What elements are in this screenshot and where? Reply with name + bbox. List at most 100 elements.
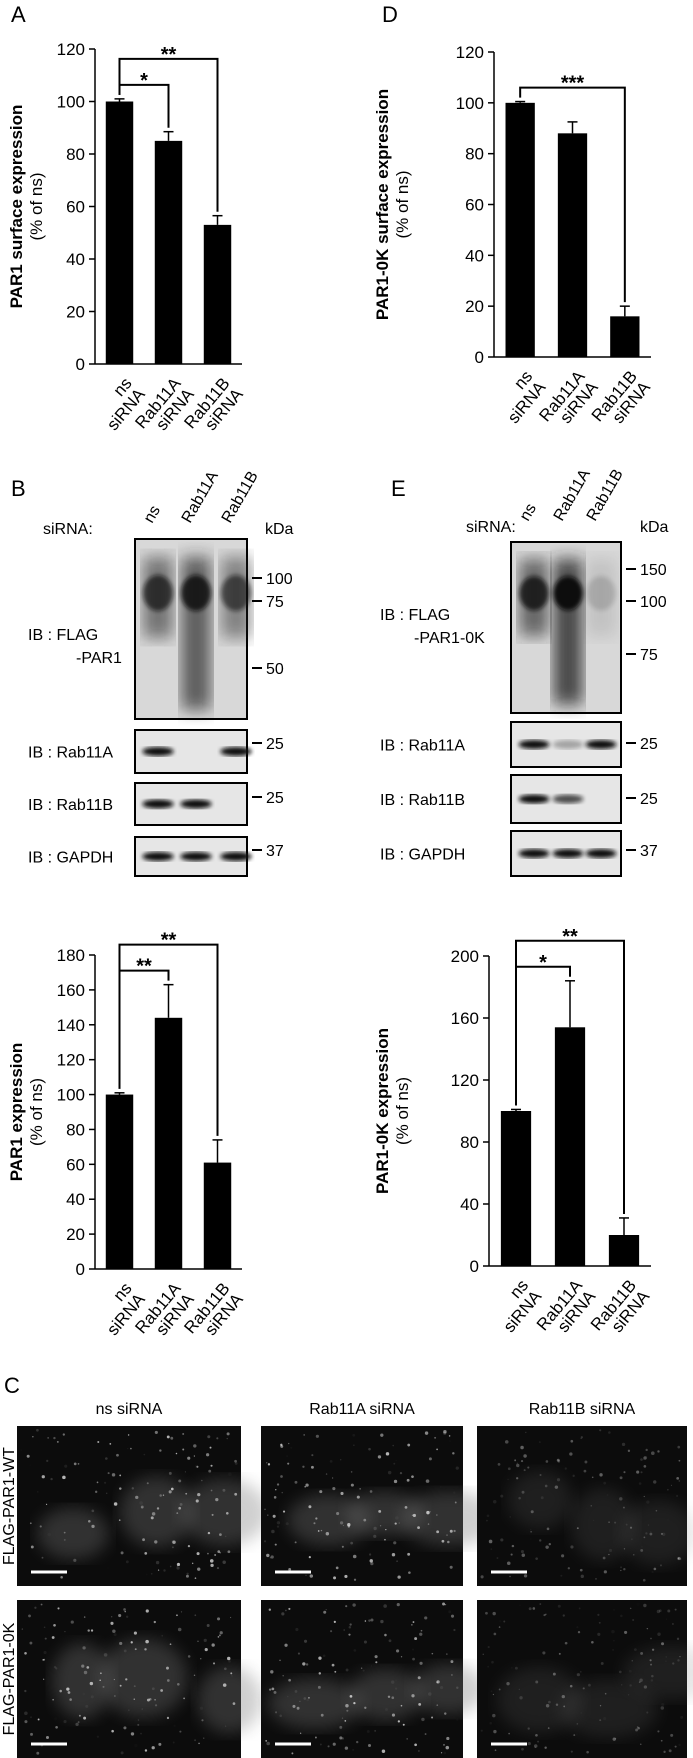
speckle xyxy=(414,1637,418,1641)
speckle xyxy=(331,1663,335,1667)
speckle xyxy=(119,1684,122,1687)
speckle xyxy=(580,1436,583,1439)
speckle xyxy=(210,1563,214,1568)
significance-label: ** xyxy=(161,44,177,66)
speckle xyxy=(37,1718,40,1721)
speckle xyxy=(645,1532,648,1535)
speckle xyxy=(547,1727,550,1729)
speckle xyxy=(54,1717,57,1720)
speckle xyxy=(452,1452,455,1455)
speckle xyxy=(368,1743,372,1747)
speckle xyxy=(99,1679,101,1681)
speckle xyxy=(154,1704,158,1707)
speckle xyxy=(608,1431,611,1434)
speckle xyxy=(660,1706,665,1710)
speckle xyxy=(527,1466,530,1469)
cell xyxy=(180,1478,269,1546)
speckle xyxy=(584,1460,588,1464)
speckle xyxy=(450,1660,454,1664)
speckle xyxy=(426,1510,430,1515)
speckle xyxy=(345,1605,348,1608)
speckle xyxy=(43,1678,45,1680)
speckle xyxy=(55,1725,58,1729)
speckle xyxy=(176,1562,181,1567)
speckle xyxy=(276,1483,280,1486)
y-axis-label: PAR1-0K surface expression xyxy=(373,89,392,320)
speckle xyxy=(219,1533,222,1537)
speckle xyxy=(327,1745,330,1748)
speckle xyxy=(222,1488,226,1492)
x-tick-label: Rab11AsiRNA xyxy=(131,1279,198,1349)
row-label: IB : Rab11A xyxy=(380,738,465,755)
speckle xyxy=(52,1698,54,1701)
speckle xyxy=(451,1674,453,1676)
speckle xyxy=(640,1548,644,1552)
speckle xyxy=(201,1479,203,1482)
speckle xyxy=(576,1733,578,1735)
speckle xyxy=(411,1624,413,1626)
speckle xyxy=(392,1444,395,1447)
lane-label: ns xyxy=(141,503,164,526)
speckle xyxy=(677,1557,680,1560)
speckle xyxy=(120,1751,124,1755)
speckle xyxy=(177,1627,182,1632)
speckle xyxy=(73,1462,77,1466)
speckle xyxy=(166,1666,169,1670)
speckle xyxy=(498,1626,501,1628)
speckle xyxy=(546,1527,550,1531)
speckle xyxy=(655,1509,658,1512)
speckle xyxy=(217,1636,220,1638)
speckle xyxy=(24,1689,27,1693)
speckle xyxy=(322,1654,326,1658)
speckle xyxy=(63,1538,66,1541)
speckle xyxy=(646,1500,650,1504)
speckle xyxy=(159,1494,162,1497)
speckle xyxy=(444,1712,447,1715)
speckle xyxy=(381,1749,386,1753)
speckle xyxy=(200,1658,202,1660)
speckle xyxy=(318,1672,321,1675)
speckle xyxy=(640,1651,644,1655)
speckle xyxy=(288,1442,290,1445)
speckle xyxy=(77,1721,80,1724)
speckle xyxy=(142,1538,145,1542)
speckle xyxy=(162,1494,165,1496)
speckle xyxy=(627,1694,630,1696)
speckle xyxy=(510,1553,513,1556)
speckle xyxy=(196,1552,200,1556)
speckle xyxy=(311,1454,314,1457)
speckle xyxy=(676,1637,680,1641)
speckle xyxy=(151,1512,156,1516)
speckle xyxy=(650,1663,653,1666)
speckle xyxy=(625,1523,628,1526)
blot-band xyxy=(220,852,252,861)
speckle xyxy=(300,1732,302,1734)
speckle xyxy=(348,1633,351,1636)
speckle xyxy=(281,1612,285,1616)
speckle xyxy=(57,1607,60,1610)
speckle xyxy=(429,1511,431,1513)
speckle xyxy=(643,1455,648,1460)
speckle xyxy=(412,1513,416,1518)
speckle xyxy=(496,1557,499,1559)
speckle xyxy=(69,1698,72,1701)
speckle xyxy=(50,1477,53,1481)
speckle xyxy=(643,1536,646,1539)
speckle xyxy=(51,1636,55,1639)
speckle xyxy=(234,1459,237,1463)
speckle xyxy=(608,1548,613,1553)
speckle xyxy=(607,1494,609,1496)
speckle xyxy=(377,1455,382,1459)
speckle xyxy=(545,1613,547,1616)
speckle xyxy=(621,1684,623,1686)
speckle xyxy=(296,1706,300,1710)
speckle xyxy=(356,1495,360,1499)
y-axis-unit: (% of ns) xyxy=(393,170,412,238)
speckle xyxy=(60,1575,63,1579)
speckle xyxy=(224,1667,227,1671)
speckle xyxy=(624,1630,628,1634)
speckle xyxy=(150,1516,154,1520)
speckle xyxy=(113,1678,115,1681)
speckle xyxy=(344,1720,347,1722)
speckle xyxy=(325,1531,330,1536)
